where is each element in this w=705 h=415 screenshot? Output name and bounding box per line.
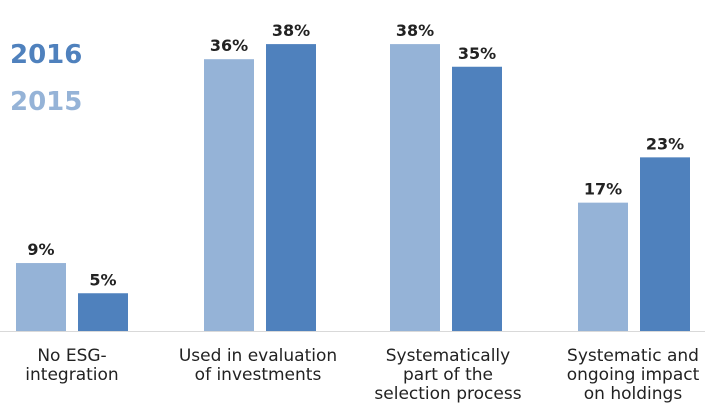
bar-2015-systematically-part	[390, 44, 440, 331]
bar-2016-systematically-part	[452, 66, 502, 331]
bar-2016-used-in-evaluation	[266, 44, 316, 331]
data-label-2016-systematically-part: 35%	[458, 44, 496, 63]
data-label-2015-no-esg-integration: 9%	[27, 240, 54, 259]
data-label-2015-systematic-ongoing: 17%	[584, 180, 622, 199]
category-label-used-in-evaluation: Used in evaluation of investments	[178, 346, 338, 385]
bar-2015-used-in-evaluation	[204, 59, 254, 331]
bar-2015-no-esg-integration	[16, 263, 66, 331]
bar-2016-systematic-ongoing	[640, 157, 690, 331]
category-label-systematic-ongoing: Systematic and ongoing impact on holding…	[566, 346, 700, 404]
data-label-2015-systematically-part: 38%	[396, 21, 434, 40]
data-label-2015-used-in-evaluation: 36%	[210, 36, 248, 55]
data-label-2016-systematic-ongoing: 23%	[646, 134, 684, 153]
category-label-systematically-part: Systematically part of the selection pro…	[374, 346, 522, 404]
legend-2016: 2016	[10, 40, 83, 70]
category-label-no-esg-integration: No ESG- integration	[25, 346, 119, 385]
data-label-2016-no-esg-integration: 5%	[89, 270, 116, 289]
bar-2015-systematic-ongoing	[578, 202, 628, 331]
data-label-2016-used-in-evaluation: 38%	[272, 21, 310, 40]
legend-2015: 2015	[10, 87, 83, 117]
bar-2016-no-esg-integration	[78, 293, 128, 331]
